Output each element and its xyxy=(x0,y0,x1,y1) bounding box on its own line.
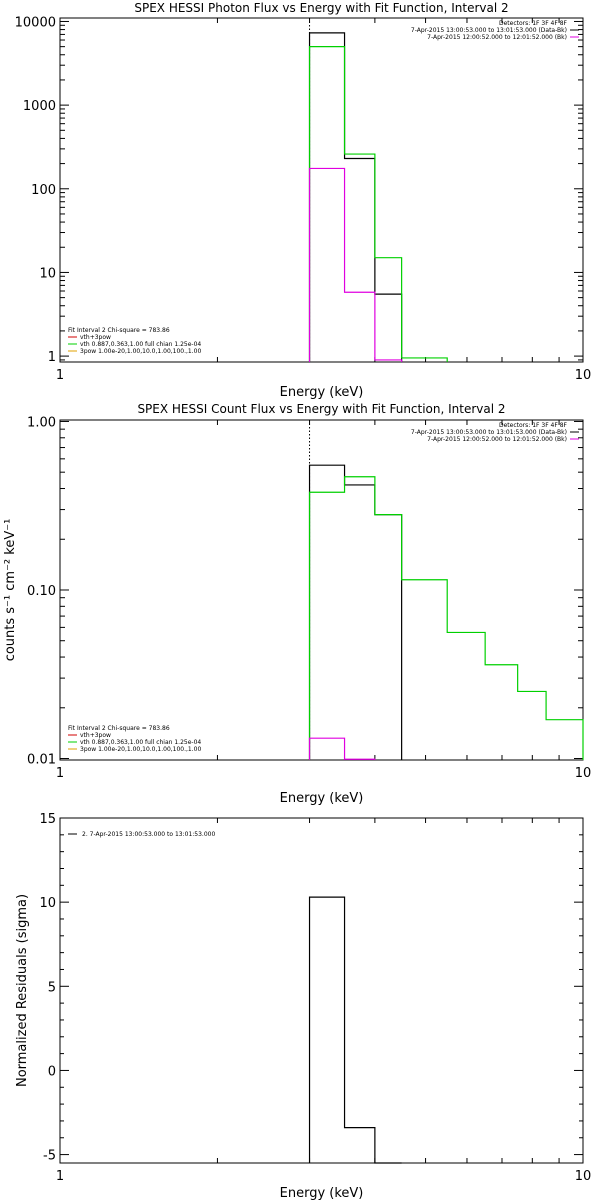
y-tick-label: 10 xyxy=(39,266,56,281)
x-tick-label: 10 xyxy=(575,1169,592,1184)
header-line: 7-Apr-2015 13:00:53.000 to 13:01:53.000 … xyxy=(411,429,567,436)
fit-summary: Fit Interval 2 Chi-square = 783.86 xyxy=(68,725,170,732)
count-flux-panel: SPEX HESSI Count Flux vs Energy with Fit… xyxy=(3,402,591,806)
series-magenta-histogram xyxy=(308,167,403,362)
series-magenta-histogram xyxy=(308,737,376,760)
y-axis-label: counts s⁻¹ cm⁻² keV⁻¹ xyxy=(3,519,18,662)
y-tick-label: 10000 xyxy=(15,15,56,30)
fit-summary: Fit Interval 2 Chi-square = 783.86 xyxy=(68,327,170,334)
plot-frame xyxy=(59,817,584,1164)
fit-line: 3pow 1.00e-20,1.00,10.0,1.00,100.,1.00 xyxy=(80,348,201,355)
x-axis-label: Energy (keV) xyxy=(280,385,364,400)
x-tick-label: 1 xyxy=(56,1169,64,1184)
x-tick-label: 10 xyxy=(575,766,592,781)
fit-line: vth+3pow xyxy=(80,732,111,739)
x-tick-label: 10 xyxy=(575,368,592,383)
x-axis-label: Energy (keV) xyxy=(280,791,364,806)
header-line: 7-Apr-2015 12:00:52.000 to 12:01:52.000 … xyxy=(427,436,567,443)
series-green-histogram xyxy=(308,476,584,760)
chart-title: SPEX HESSI Photon Flux vs Energy with Fi… xyxy=(134,1,508,15)
series-black-histogram xyxy=(308,896,402,1164)
header-line: Detectors: 1F 3F 4F 8F xyxy=(499,20,568,27)
y-tick-label: 15 xyxy=(39,812,56,827)
y-axis-label: Normalized Residuals (sigma) xyxy=(15,894,30,1087)
fit-line: 3pow 1.00e-20,1.00,10.0,1.00,100.,1.00 xyxy=(80,746,201,753)
fit-line: vth 0.887,0.363,1.00 full chian 1.25e-04 xyxy=(80,341,201,348)
x-axis-label: Energy (keV) xyxy=(280,1186,364,1200)
photon-flux-panel: SPEX HESSI Photon Flux vs Energy with Fi… xyxy=(15,1,592,400)
fit-line: vth 0.887,0.363,1.00 full chian 1.25e-04 xyxy=(80,739,201,746)
x-tick-label: 1 xyxy=(56,766,64,781)
y-tick-label: 1000 xyxy=(23,99,56,114)
plot-frame xyxy=(59,17,584,363)
fit-line: vth+3pow xyxy=(80,334,111,341)
y-tick-label: 0.10 xyxy=(27,584,56,599)
series-green-histogram xyxy=(308,46,448,362)
legend-entry: 2. 7-Apr-2015 13:00:53.000 to 13:01:53.0… xyxy=(82,831,215,838)
y-tick-label: 1 xyxy=(48,350,56,365)
residuals-panel: Energy (keV) Normalized Residuals (sigma)… xyxy=(15,812,591,1200)
header-line: 7-Apr-2015 12:00:52.000 to 12:01:52.000 … xyxy=(427,34,567,41)
y-tick-label: 100 xyxy=(31,183,56,198)
y-tick-label: 1.00 xyxy=(27,415,56,430)
y-tick-label: 10 xyxy=(39,896,56,911)
series-black-histogram xyxy=(308,464,403,760)
x-tick-label: 1 xyxy=(56,368,64,383)
y-tick-label: 0.01 xyxy=(27,753,56,768)
header-line: Detectors: 1F 3F 4F 8F xyxy=(499,422,568,429)
series-black-histogram xyxy=(308,32,403,362)
y-tick-label: 0 xyxy=(48,1064,56,1079)
header-line: 7-Apr-2015 13:00:53.000 to 13:01:53.000 … xyxy=(411,27,567,34)
chart-title: SPEX HESSI Count Flux vs Energy with Fit… xyxy=(137,402,505,416)
y-tick-label: -5 xyxy=(43,1149,56,1164)
y-tick-label: 5 xyxy=(48,980,56,995)
plot-frame xyxy=(59,419,584,761)
